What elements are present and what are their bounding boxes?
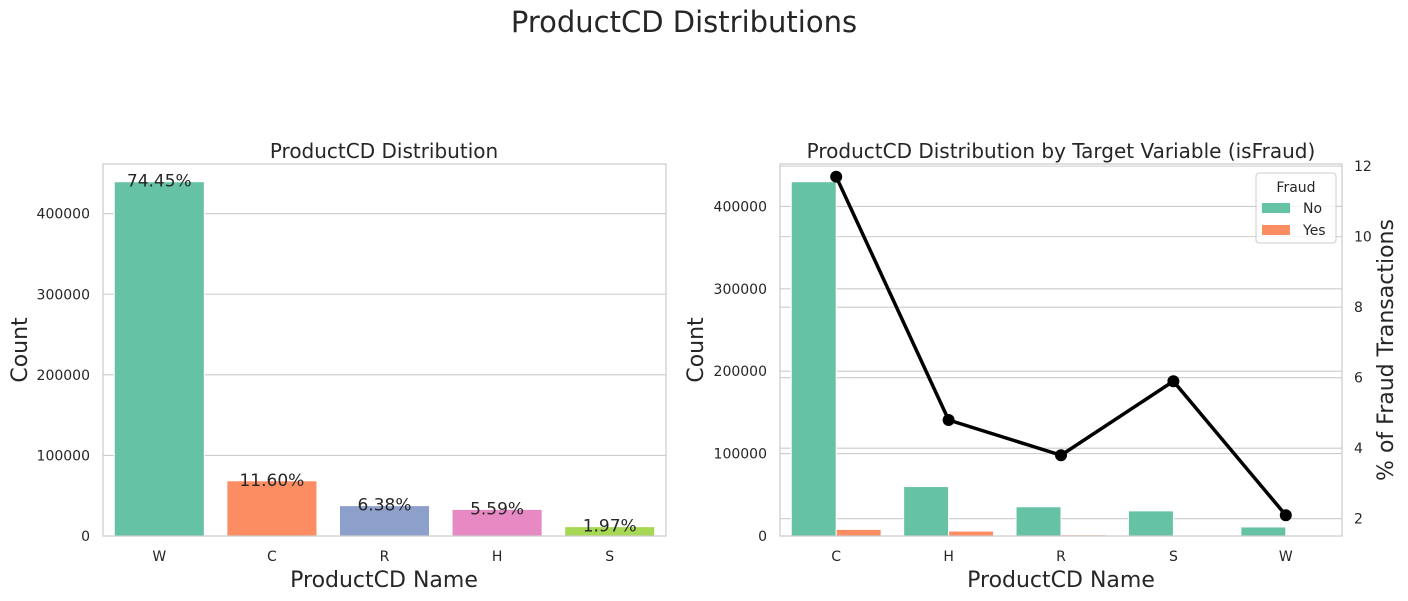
chart2-fraud-polyline bbox=[834, 175, 1288, 517]
chart2-ytick-label-right: 6 bbox=[1354, 371, 1363, 387]
chart1-xtick-label: R bbox=[380, 549, 390, 565]
chart1-y-ticks: 0 100000 200000 300000 400000 bbox=[37, 207, 90, 545]
chart2-bar-c-yes bbox=[835, 528, 882, 537]
chart2-ytick-label-right: 4 bbox=[1354, 441, 1363, 457]
chart1-ylabel: Count bbox=[8, 317, 33, 383]
chart2-bar-r-no bbox=[1015, 506, 1062, 537]
chart1-ytick-label: 400000 bbox=[37, 207, 90, 223]
chart2-ytick-label-right: 12 bbox=[1354, 159, 1372, 175]
chart1-ytick-label: 200000 bbox=[37, 368, 90, 384]
legend-label-no: No bbox=[1303, 201, 1322, 217]
chart1-bars bbox=[113, 181, 656, 537]
chart2-fraud-point-c bbox=[830, 170, 843, 183]
chart2-xtick-label: W bbox=[1279, 549, 1293, 565]
chart1-bar-label: 5.59% bbox=[470, 499, 524, 519]
chart2-bar-h-no bbox=[903, 486, 950, 537]
chart2-fraud-point-w bbox=[1279, 509, 1292, 522]
chart2-y-ticks-right: 2 4 6 8 10 12 bbox=[1354, 159, 1372, 528]
chart1-frame bbox=[102, 163, 667, 537]
chart1-xlabel: ProductCD Name bbox=[290, 568, 478, 593]
chart-productcd-by-fraud: ProductCD Distribution by Target Variabl… bbox=[684, 139, 1399, 593]
chart2-ytick-label-right: 8 bbox=[1354, 300, 1363, 316]
chart2-xtick-label: R bbox=[1056, 549, 1066, 565]
chart1-xtick-label: W bbox=[152, 549, 166, 565]
chart-productcd-distribution: ProductCD Distribution 74.45% 11.60% 6.38%… bbox=[8, 139, 667, 593]
chart2-ylabel: Count bbox=[684, 317, 709, 383]
chart1-xtick-label: S bbox=[605, 549, 614, 565]
chart1-ytick-label: 0 bbox=[81, 529, 90, 545]
chart1-bar-h bbox=[451, 508, 543, 537]
legend-label-yes: Yes bbox=[1302, 223, 1326, 239]
chart2-ytick-label: 0 bbox=[758, 529, 767, 545]
chart1-xtick-label: H bbox=[492, 549, 503, 565]
legend-swatch-yes bbox=[1262, 225, 1290, 235]
chart2-bars bbox=[790, 181, 1332, 537]
legend-swatch-no bbox=[1262, 203, 1290, 213]
chart1-bar-w bbox=[113, 181, 205, 537]
chart2-ylabel-right: % of Fraud Transactions bbox=[1374, 219, 1399, 481]
chart1-bar-labels: 74.45% 11.60% 6.38% 5.59% 1.97% bbox=[127, 172, 637, 537]
chart1-bar-label: 1.97% bbox=[583, 517, 637, 537]
legend-title: Fraud bbox=[1276, 180, 1315, 196]
chart2-title: ProductCD Distribution by Target Variabl… bbox=[807, 139, 1316, 163]
chart2-bar-h-yes bbox=[948, 530, 995, 537]
chart1-bar-c bbox=[226, 480, 318, 537]
chart2-fraud-line bbox=[830, 170, 1292, 522]
chart1-bar-label: 74.45% bbox=[127, 172, 192, 192]
chart2-ytick-label: 300000 bbox=[714, 282, 767, 298]
chart2-ytick-label-right: 2 bbox=[1354, 512, 1363, 528]
chart1-xtick-label: C bbox=[267, 549, 277, 565]
figure-suptitle: ProductCD Distributions bbox=[511, 5, 857, 39]
chart2-bar-w-no bbox=[1240, 526, 1287, 537]
chart1-ytick-label: 300000 bbox=[37, 287, 90, 303]
chart1-ytick-label: 100000 bbox=[37, 448, 90, 464]
chart2-y-ticks-left: 0 100000 200000 300000 400000 bbox=[714, 199, 767, 545]
chart2-bar-s-no bbox=[1127, 510, 1174, 537]
chart2-fraud-point-h bbox=[942, 413, 955, 426]
chart1-title: ProductCD Distribution bbox=[270, 139, 498, 163]
chart2-xtick-label: S bbox=[1169, 549, 1178, 565]
chart2-fraud-point-r bbox=[1055, 449, 1067, 462]
chart1-bar-label: 6.38% bbox=[357, 496, 411, 516]
chart2-xtick-label: C bbox=[831, 549, 841, 565]
chart2-ytick-label: 100000 bbox=[714, 447, 767, 463]
chart2-ytick-label: 200000 bbox=[714, 364, 767, 380]
chart2-legend: Fraud No Yes bbox=[1255, 172, 1337, 244]
chart2-xlabel: ProductCD Name bbox=[967, 568, 1155, 593]
chart2-ytick-label-right: 10 bbox=[1354, 230, 1372, 246]
chart2-xtick-label: H bbox=[943, 549, 954, 565]
chart2-fraud-point-s bbox=[1167, 375, 1180, 388]
chart2-ytick-label: 400000 bbox=[714, 199, 767, 215]
chart2-frame bbox=[779, 163, 1343, 537]
chart1-bar-label: 11.60% bbox=[239, 471, 304, 491]
chart2-bar-c-no bbox=[790, 181, 837, 537]
